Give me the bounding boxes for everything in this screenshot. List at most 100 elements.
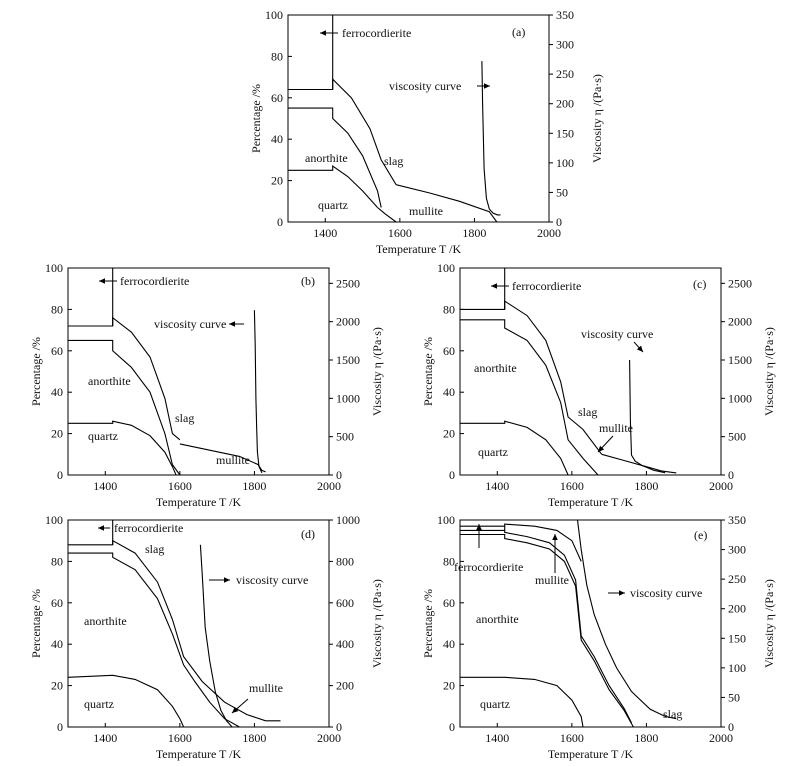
y2-tick-label: 300 xyxy=(728,543,746,557)
chart-panel-b: 1400 1600 1800 2000020406080100050010001500… xyxy=(29,261,384,509)
y2-tick-label: 250 xyxy=(556,67,574,81)
y-tick-label: 100 xyxy=(265,8,283,22)
series-anorthite xyxy=(68,552,240,727)
arrow-mullite xyxy=(597,435,614,453)
y-tick-label: 40 xyxy=(443,385,455,399)
series-viscosity-curve xyxy=(199,544,233,727)
plot-frame xyxy=(459,267,722,476)
y2-tick-label: 2000 xyxy=(336,315,360,329)
y2-tick-label: 350 xyxy=(556,8,574,22)
plot-frame xyxy=(287,14,550,223)
panel-label: (c) xyxy=(693,277,706,291)
y2-tick-label: 50 xyxy=(556,185,568,199)
y-tick-label: 0 xyxy=(449,468,455,482)
x-tick-label: 1400 xyxy=(485,479,509,493)
x-tick-label: 1400 xyxy=(93,479,117,493)
x-tick-label: 1600 xyxy=(168,479,192,493)
x-tick-label: 2000 xyxy=(317,479,341,493)
x-axis-label: Temperature T /K xyxy=(548,747,634,761)
series-viscosity-curve xyxy=(576,520,677,720)
plot-frame xyxy=(459,519,722,728)
series-quartz xyxy=(288,165,378,208)
x-axis-label: Temperature T /K xyxy=(156,747,242,761)
curves xyxy=(68,268,266,475)
y-tick-label: 20 xyxy=(51,427,63,441)
arrow-ferrocordierite xyxy=(98,525,110,531)
label-quartz: quartz xyxy=(88,429,118,443)
y2-tick-label: 250 xyxy=(728,572,746,586)
y2-tick-label: 150 xyxy=(556,126,574,140)
y2-axis-label: Viscosity η /(Pa·s) xyxy=(370,327,384,416)
y2-tick-label: 50 xyxy=(728,690,740,704)
curves xyxy=(288,15,501,222)
y2-tick-label: 100 xyxy=(728,661,746,675)
y-axis-label: Percentage /% xyxy=(249,84,263,153)
y-axis-label: Percentage /% xyxy=(29,337,43,406)
y2-tick-label: 2500 xyxy=(336,276,360,290)
label-slag: slag xyxy=(175,411,194,425)
y2-tick-label: 350 xyxy=(728,513,746,527)
series-quartz xyxy=(460,420,569,475)
panel-label: (e) xyxy=(694,528,707,542)
series-mullite xyxy=(377,207,397,222)
panel-label: (b) xyxy=(301,274,315,288)
x-tick-label: 1400 xyxy=(93,731,117,745)
y2-axis-label: Viscosity η /(Pa·s) xyxy=(762,579,776,668)
arrow-ferrocordierite xyxy=(476,524,482,548)
arrow-ferrocordierite xyxy=(320,30,338,36)
series-slag-boundary xyxy=(395,184,498,222)
chart-panel-d: 1400 1600 1800 2000020406080100020040060080… xyxy=(29,513,384,761)
y2-axis-label: Viscosity η /(Pa·s) xyxy=(370,579,384,668)
label-mullite: mullite xyxy=(249,681,283,695)
y-tick-label: 0 xyxy=(57,720,63,734)
series-quartz xyxy=(68,674,185,727)
y-axis-label: Percentage /% xyxy=(421,589,435,658)
x-tick-label: 1600 xyxy=(560,479,584,493)
label-mullite: mullite xyxy=(535,573,569,587)
label-anorthite: anorthite xyxy=(88,374,131,388)
series-slag xyxy=(460,300,603,455)
series-quartz xyxy=(460,676,584,727)
x-tick-label: 1400 xyxy=(485,731,509,745)
label-mullite: mullite xyxy=(216,453,250,467)
label-mullite: mullite xyxy=(409,204,443,218)
y2-tick-label: 600 xyxy=(336,596,354,610)
panel-label: (d) xyxy=(301,527,315,541)
x-tick-label: 2000 xyxy=(537,226,561,240)
y-tick-label: 60 xyxy=(443,596,455,610)
y-tick-label: 20 xyxy=(443,679,455,693)
y-tick-label: 40 xyxy=(51,637,63,651)
x-tick-label: 1800 xyxy=(242,731,266,745)
series-anorthite xyxy=(68,339,181,475)
y2-tick-label: 800 xyxy=(336,554,354,568)
label-slag: slag xyxy=(145,542,164,556)
y2-tick-label: 2500 xyxy=(728,276,752,290)
y-tick-label: 60 xyxy=(51,596,63,610)
y-tick-label: 80 xyxy=(443,554,455,568)
label-anorthite: anorthite xyxy=(474,361,517,375)
label-quartz: quartz xyxy=(478,445,508,459)
label-viscosity-curve: viscosity curve xyxy=(389,79,461,93)
y-tick-label: 40 xyxy=(443,637,455,651)
series-slag xyxy=(288,77,397,185)
y2-tick-label: 1500 xyxy=(728,353,752,367)
y2-tick-label: 0 xyxy=(728,720,734,734)
label-viscosity-curve: viscosity curve xyxy=(630,586,702,600)
y2-tick-label: 1000 xyxy=(336,513,360,527)
arrow-mullite xyxy=(552,534,558,573)
y2-tick-label: 100 xyxy=(556,156,574,170)
label-quartz: quartz xyxy=(480,697,510,711)
y2-tick-label: 200 xyxy=(336,679,354,693)
arrow-viscosity-curve xyxy=(477,83,490,89)
label-viscosity-curve: viscosity curve xyxy=(154,317,226,331)
y-tick-label: 100 xyxy=(437,513,455,527)
y-tick-label: 100 xyxy=(437,261,455,275)
series-mullite xyxy=(460,529,632,724)
curves xyxy=(68,520,281,727)
y-tick-label: 20 xyxy=(271,174,283,188)
x-axis-label: Temperature T /K xyxy=(548,495,634,509)
y-tick-label: 0 xyxy=(277,215,283,229)
label-anorthite: anorthite xyxy=(305,151,348,165)
arrow-ferrocordierite xyxy=(99,278,117,284)
